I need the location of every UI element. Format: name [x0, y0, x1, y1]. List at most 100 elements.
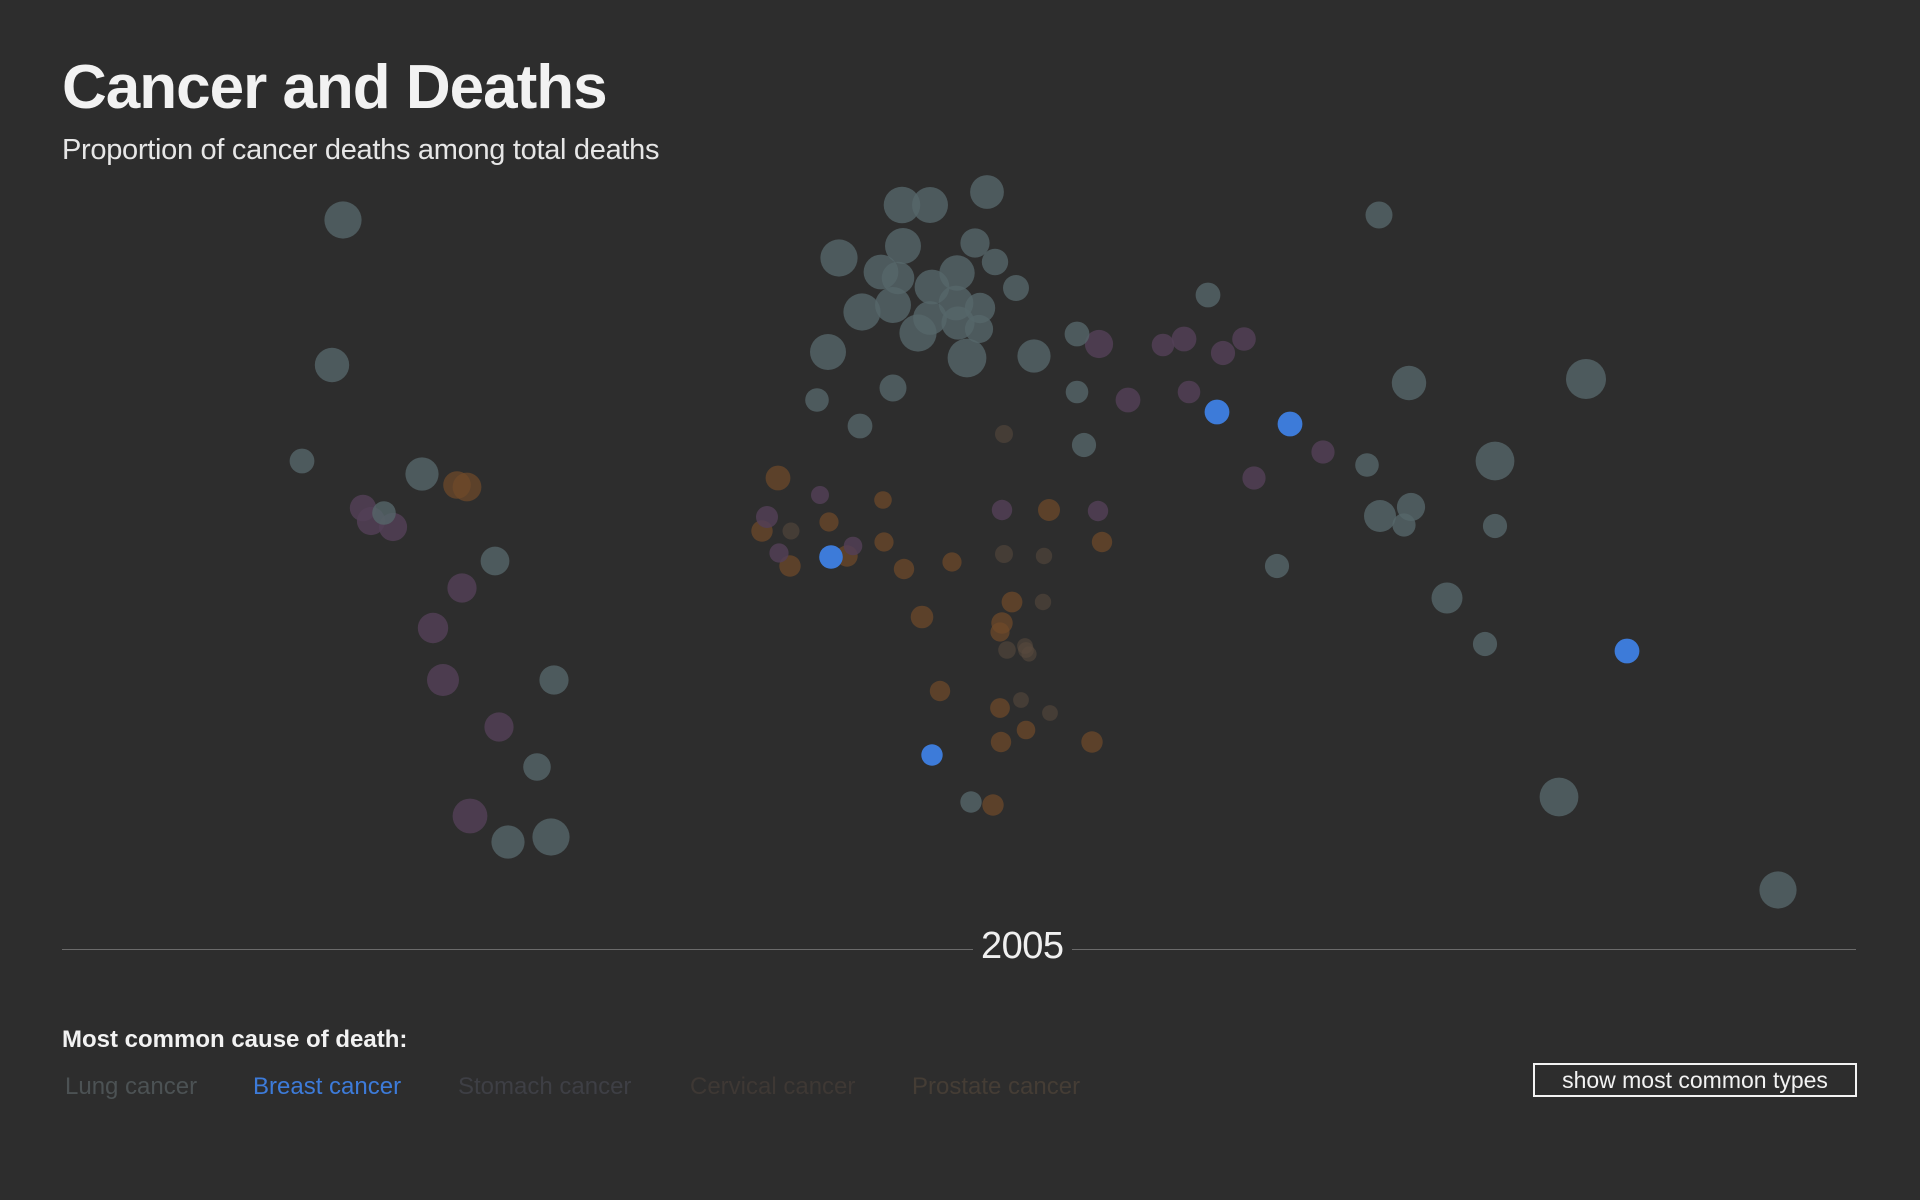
stomach-cancer-bubble[interactable]	[843, 536, 863, 556]
lung-cancer-bubble[interactable]	[532, 818, 570, 856]
breast-cancer-bubble[interactable]	[1204, 399, 1230, 425]
cervical-cancer-bubble[interactable]	[1034, 593, 1052, 611]
stomach-cancer-bubble[interactable]	[427, 664, 459, 696]
lung-cancer-bubble[interactable]	[810, 334, 846, 370]
stomach-cancer-bubble[interactable]	[452, 798, 488, 834]
prostate-cancer-bubble[interactable]	[990, 731, 1012, 753]
lung-cancer-bubble[interactable]	[1195, 282, 1221, 308]
stomach-cancer-bubble[interactable]	[417, 612, 449, 644]
lung-cancer-bubble[interactable]	[883, 186, 921, 224]
lung-cancer-bubble[interactable]	[875, 287, 911, 323]
legend-item-prostate-cancer[interactable]: Prostate cancer	[912, 1073, 1081, 1100]
lung-cancer-bubble[interactable]	[1431, 582, 1463, 614]
lung-cancer-bubble[interactable]	[981, 248, 1009, 276]
lung-cancer-bubble[interactable]	[939, 255, 975, 291]
cervical-cancer-bubble[interactable]	[995, 545, 1013, 563]
legend-item-stomach-cancer[interactable]: Stomach cancer	[458, 1073, 632, 1100]
lung-cancer-bubble[interactable]	[885, 228, 921, 264]
stomach-cancer-bubble[interactable]	[1177, 380, 1201, 404]
lung-cancer-bubble[interactable]	[960, 228, 990, 258]
stomach-cancer-bubble[interactable]	[769, 543, 789, 563]
lung-cancer-bubble[interactable]	[847, 413, 873, 439]
lung-cancer-bubble[interactable]	[960, 791, 982, 813]
lung-cancer-bubble[interactable]	[1392, 513, 1416, 537]
stomach-cancer-bubble[interactable]	[1151, 333, 1175, 357]
prostate-cancer-bubble[interactable]	[910, 605, 934, 629]
prostate-cancer-bubble[interactable]	[893, 558, 915, 580]
lung-cancer-bubble[interactable]	[1264, 553, 1290, 579]
lung-cancer-bubble[interactable]	[324, 201, 362, 239]
legend-item-cervical-cancer[interactable]: Cervical cancer	[690, 1073, 856, 1100]
lung-cancer-bubble[interactable]	[843, 293, 881, 331]
cervical-cancer-bubble[interactable]	[782, 522, 800, 540]
prostate-cancer-bubble[interactable]	[765, 465, 791, 491]
lung-cancer-bubble[interactable]	[1064, 321, 1090, 347]
lung-cancer-bubble[interactable]	[881, 261, 915, 295]
lung-cancer-bubble[interactable]	[1475, 441, 1515, 481]
stomach-cancer-bubble[interactable]	[1311, 440, 1335, 464]
lung-cancer-bubble[interactable]	[1071, 432, 1097, 458]
prostate-cancer-bubble[interactable]	[1038, 499, 1060, 521]
lung-cancer-bubble[interactable]	[1003, 275, 1029, 301]
lung-cancer-bubble[interactable]	[947, 338, 987, 378]
lung-cancer-bubble[interactable]	[970, 175, 1004, 209]
cervical-cancer-bubble[interactable]	[998, 641, 1016, 659]
lung-cancer-bubble[interactable]	[1355, 453, 1379, 477]
lung-cancer-bubble[interactable]	[491, 825, 525, 859]
lung-cancer-bubble[interactable]	[805, 388, 829, 412]
cervical-cancer-bubble[interactable]	[1042, 705, 1058, 721]
legend-item-lung-cancer[interactable]: Lung cancer	[65, 1073, 198, 1100]
breast-cancer-bubble[interactable]	[1277, 411, 1303, 437]
lung-cancer-bubble[interactable]	[912, 187, 948, 223]
lung-cancer-bubble[interactable]	[820, 239, 858, 277]
cervical-cancer-bubble[interactable]	[1018, 642, 1034, 658]
lung-cancer-bubble[interactable]	[1365, 201, 1393, 229]
stomach-cancer-bubble[interactable]	[811, 486, 829, 504]
lung-cancer-bubble[interactable]	[539, 665, 569, 695]
stomach-cancer-bubble[interactable]	[756, 506, 778, 528]
lung-cancer-bubble[interactable]	[964, 314, 994, 344]
lung-cancer-bubble[interactable]	[405, 457, 439, 491]
stomach-cancer-bubble[interactable]	[1115, 387, 1141, 413]
stomach-cancer-bubble[interactable]	[991, 499, 1013, 521]
prostate-cancer-bubble[interactable]	[1016, 720, 1036, 740]
prostate-cancer-bubble[interactable]	[929, 680, 951, 702]
prostate-cancer-bubble[interactable]	[819, 512, 839, 532]
lung-cancer-bubble[interactable]	[879, 374, 907, 402]
lung-cancer-bubble[interactable]	[523, 753, 551, 781]
lung-cancer-bubble[interactable]	[1364, 500, 1396, 532]
lung-cancer-bubble[interactable]	[1482, 513, 1508, 539]
prostate-cancer-bubble[interactable]	[874, 532, 894, 552]
legend-item-breast-cancer[interactable]: Breast cancer	[253, 1073, 402, 1100]
prostate-cancer-bubble[interactable]	[452, 472, 482, 502]
breast-cancer-bubble[interactable]	[819, 545, 843, 569]
lung-cancer-bubble[interactable]	[314, 347, 350, 383]
prostate-cancer-bubble[interactable]	[990, 622, 1010, 642]
prostate-cancer-bubble[interactable]	[982, 794, 1004, 816]
stomach-cancer-bubble[interactable]	[1242, 466, 1266, 490]
prostate-cancer-bubble[interactable]	[1081, 731, 1103, 753]
stomach-cancer-bubble[interactable]	[1232, 327, 1256, 351]
show-most-common-types-button[interactable]: show most common types	[1533, 1063, 1857, 1097]
stomach-cancer-bubble[interactable]	[1084, 329, 1114, 359]
prostate-cancer-bubble[interactable]	[1091, 531, 1113, 553]
lung-cancer-bubble[interactable]	[480, 546, 510, 576]
timeline-track[interactable]	[62, 949, 1856, 950]
lung-cancer-bubble[interactable]	[1759, 871, 1797, 909]
breast-cancer-bubble[interactable]	[1614, 638, 1640, 664]
lung-cancer-bubble[interactable]	[372, 501, 396, 525]
prostate-cancer-bubble[interactable]	[942, 552, 962, 572]
prostate-cancer-bubble[interactable]	[874, 491, 892, 509]
lung-cancer-bubble[interactable]	[1065, 380, 1089, 404]
stomach-cancer-bubble[interactable]	[1171, 326, 1197, 352]
stomach-cancer-bubble[interactable]	[1210, 340, 1236, 366]
stomach-cancer-bubble[interactable]	[447, 573, 477, 603]
breast-cancer-bubble[interactable]	[921, 744, 943, 766]
prostate-cancer-bubble[interactable]	[1001, 591, 1023, 613]
lung-cancer-bubble[interactable]	[1017, 339, 1051, 373]
lung-cancer-bubble[interactable]	[1566, 359, 1606, 399]
cervical-cancer-bubble[interactable]	[1013, 692, 1029, 708]
timeline-year-label[interactable]: 2005	[973, 922, 1072, 970]
stomach-cancer-bubble[interactable]	[484, 712, 514, 742]
cervical-cancer-bubble[interactable]	[995, 425, 1013, 443]
